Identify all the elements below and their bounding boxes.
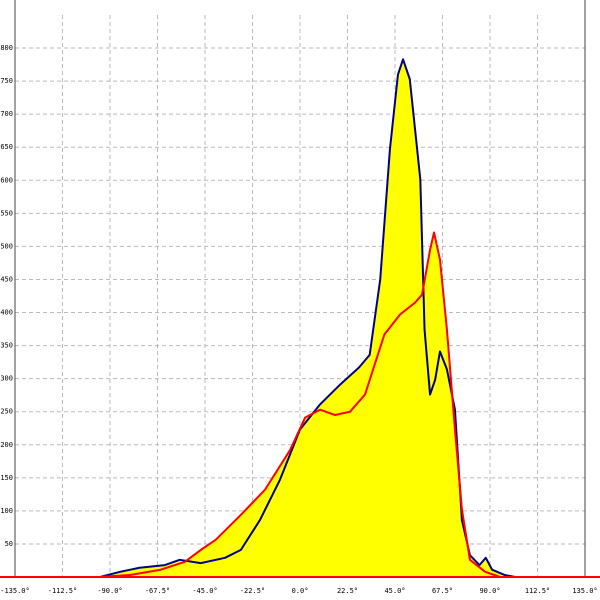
y-tick-label: 600 xyxy=(0,176,13,184)
x-tick-label: -135.0° xyxy=(0,587,30,595)
x-tick-label: -45.0° xyxy=(192,587,217,595)
y-tick-label: 150 xyxy=(0,474,13,482)
x-tick-label: 45.0° xyxy=(384,587,405,595)
y-tick-label: 50 xyxy=(5,540,13,548)
y-tick-label: 500 xyxy=(0,242,13,250)
y-tick-label: 800 xyxy=(0,44,13,52)
x-tick-label: 67.5° xyxy=(432,587,453,595)
x-tick-label: 135.0° xyxy=(572,587,597,595)
line xyxy=(100,231,501,578)
y-tick-label: 700 xyxy=(0,110,13,118)
y-tick-label: 100 xyxy=(0,507,13,515)
y-tick-label: 350 xyxy=(0,342,13,350)
y-tick-label: 200 xyxy=(0,441,13,449)
x-tick-label: -67.5° xyxy=(145,587,170,595)
y-tick-label: 550 xyxy=(0,209,13,217)
area xyxy=(100,232,500,578)
x-tick-label: 112.5° xyxy=(525,587,550,595)
x-tick-label: -90.0° xyxy=(97,587,122,595)
y-tick-label: 450 xyxy=(0,275,13,283)
x-tick-label: 0.0° xyxy=(292,587,309,595)
y-tick-label: 300 xyxy=(0,375,13,383)
x-tick-label: -112.5° xyxy=(48,587,78,595)
y-tick-label: 650 xyxy=(0,143,13,151)
y-tick-label: 400 xyxy=(0,309,13,317)
x-tick-label: -22.5° xyxy=(240,587,265,595)
y-tick-label: 750 xyxy=(0,77,13,85)
x-tick-label: 90.0° xyxy=(479,587,500,595)
x-tick-label: 22.5° xyxy=(337,587,358,595)
y-tick-label: 250 xyxy=(0,408,13,416)
